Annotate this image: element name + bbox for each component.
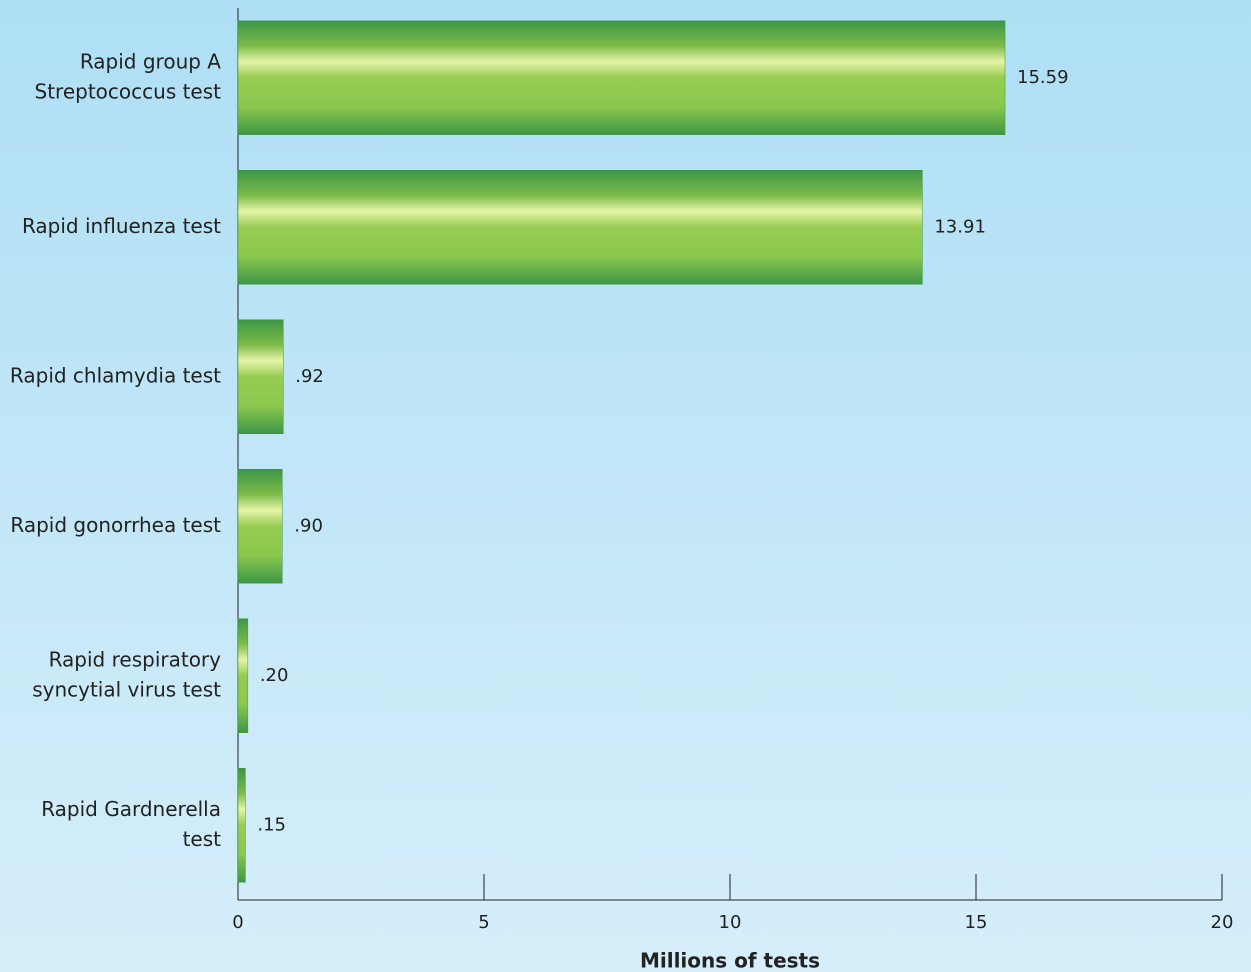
x-tick-label: 20 [1211, 912, 1234, 933]
value-label: .92 [295, 366, 324, 387]
y-tick-label: Rapid gonorrhea test [10, 513, 221, 537]
value-label: .90 [294, 515, 323, 536]
value-label: .15 [257, 814, 286, 835]
y-tick-label: Rapid Gardnerella [41, 797, 221, 821]
value-label: 15.59 [1017, 67, 1069, 88]
value-label: .20 [260, 665, 289, 686]
y-tick-label: Rapid influenza test [22, 214, 221, 238]
x-tick-label: 15 [965, 912, 988, 933]
x-tick-label: 10 [719, 912, 742, 933]
y-tick-label: Rapid respiratory [49, 647, 222, 671]
bar [237, 768, 246, 883]
x-tick-label: 0 [232, 912, 243, 933]
y-tick-label: Rapid group A [80, 49, 221, 73]
x-axis-label: Millions of tests [640, 949, 820, 972]
bar [237, 469, 283, 584]
y-tick-label: syncytial virus test [32, 677, 221, 701]
bar [237, 20, 1006, 135]
bar [237, 319, 284, 434]
y-tick-label: Rapid chlamydia test [10, 363, 221, 387]
value-label: 13.91 [934, 216, 986, 237]
y-tick-label: Streptococcus test [35, 79, 222, 103]
y-tick-label: test [183, 827, 222, 851]
bar [237, 618, 249, 733]
bar [237, 170, 923, 285]
x-tick-label: 5 [478, 912, 489, 933]
